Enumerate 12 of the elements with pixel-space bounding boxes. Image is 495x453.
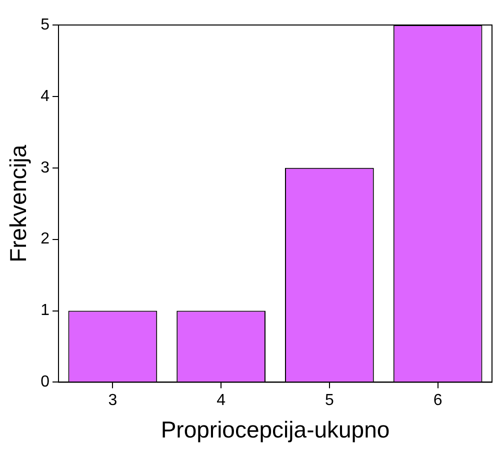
- x-tick-label: 6: [433, 392, 442, 410]
- y-tick-label: 1: [40, 302, 50, 320]
- x-tick-label: 3: [108, 392, 118, 410]
- y-tick-label: 4: [40, 88, 50, 105]
- x-axis-title: Propriocepcija-ukupno: [160, 416, 390, 443]
- y-tick-label: 3: [40, 159, 50, 176]
- y-tick-label: 2: [40, 230, 50, 248]
- y-tick-label: 5: [40, 16, 50, 34]
- x-tick-label: 5: [324, 392, 334, 410]
- x-tick-label: 4: [216, 392, 226, 410]
- y-tick-label: 0: [40, 374, 50, 391]
- y-axis-title: Frekvencija: [5, 144, 32, 262]
